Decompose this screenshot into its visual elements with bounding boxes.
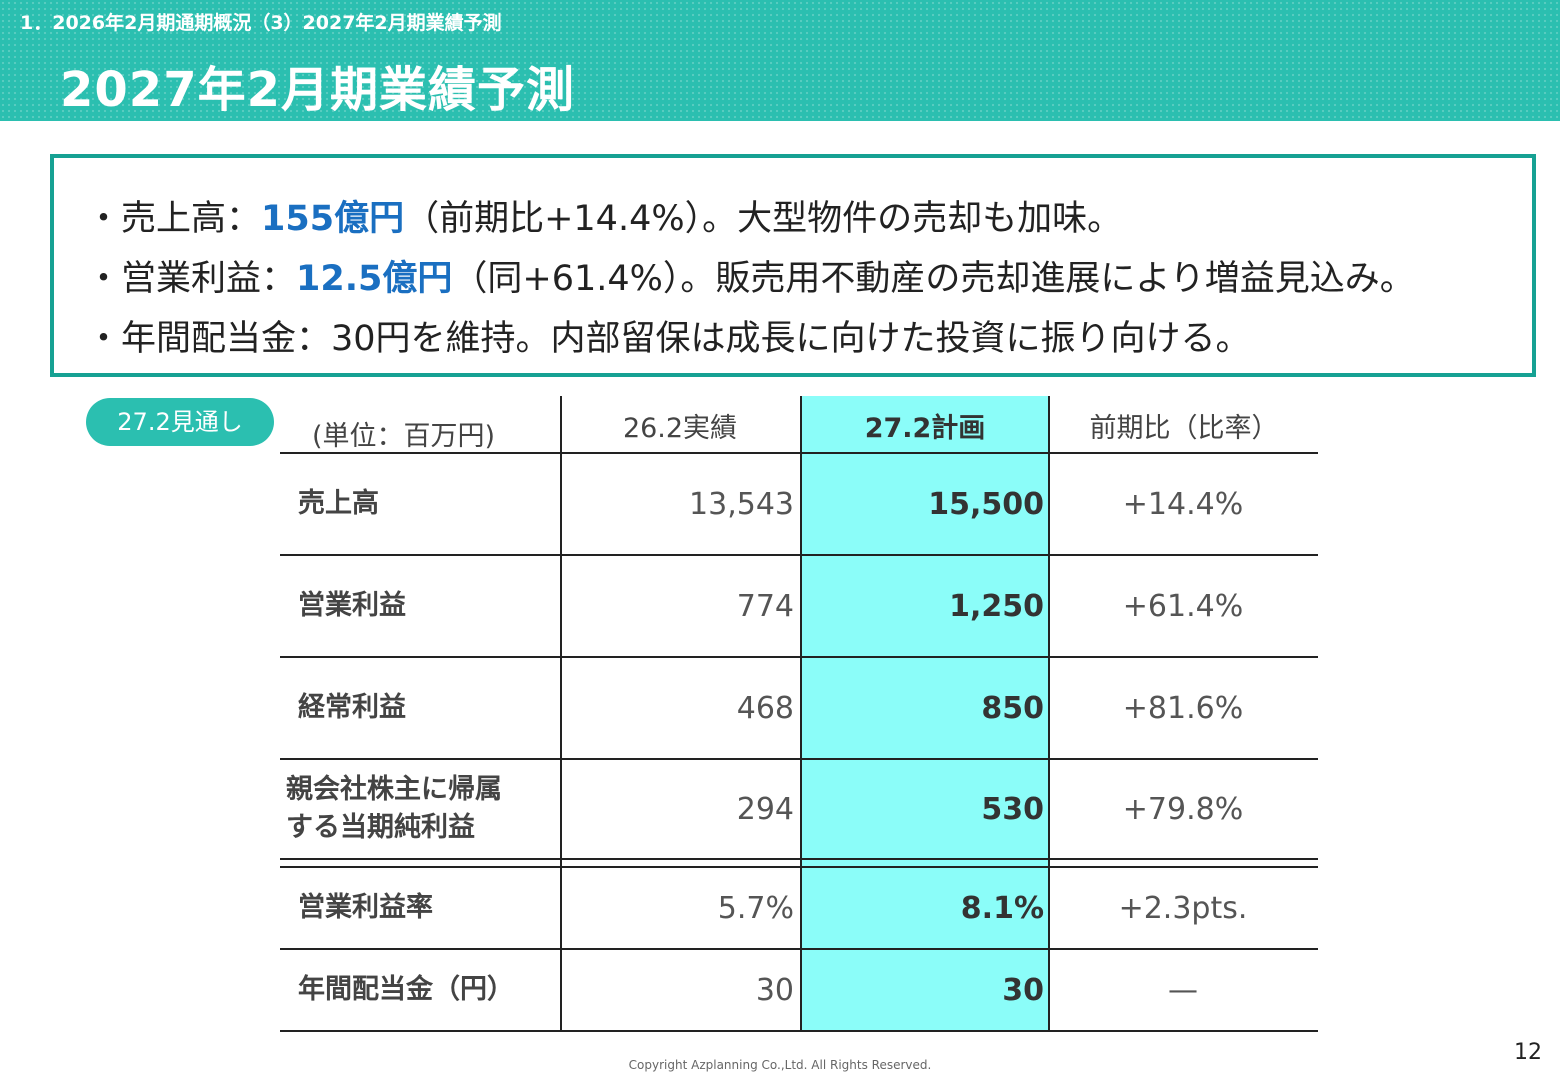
summary-op-highlight: 12.5億円: [296, 259, 453, 299]
row-divider: [280, 554, 1318, 556]
row-actual-dividend: 30: [755, 972, 794, 1008]
row-label-sales: 売上高: [298, 488, 379, 519]
summary-box: ・売上高：155億円（前期比+14.4%）。大型物件の売却も加味。 ・営業利益：…: [50, 154, 1536, 377]
row-plan-dividend: 30: [1002, 972, 1044, 1008]
row-divider: [280, 452, 1318, 454]
copyright: Copyright Azplanning Co.,Ltd. All Rights…: [628, 1058, 932, 1072]
outlook-badge: 27.2見通し: [86, 398, 274, 446]
row-yoy-sales: +14.4%: [1122, 486, 1244, 522]
page-number: 12: [1514, 1040, 1542, 1065]
summary-sales-suffix: （前期比+14.4%）。大型物件の売却も加味。: [404, 199, 1123, 239]
row-label-operating-margin: 営業利益率: [298, 892, 433, 923]
row-yoy-ordinary-profit: +81.6%: [1122, 690, 1244, 726]
column-divider: [1048, 396, 1050, 1032]
header-unit: (単位：百万円): [312, 420, 496, 452]
summary-line-operating-profit: ・営業利益：12.5億円（同+61.4%）。販売用不動産の売却進展により増益見込…: [86, 250, 1415, 301]
row-label-net-income: 親会社株主に帰属 する当期純利益: [286, 760, 558, 858]
breadcrumb: 1．2026年2月期通期概況（3）2027年2月期業績予測: [20, 12, 502, 34]
forecast-table: (単位：百万円) 26.2実績 27.2計画 前期比（比率） 売上高 13,54…: [280, 396, 1318, 1036]
summary-op-suffix: （同+61.4%）。販売用不動産の売却進展により増益見込み。: [452, 259, 1415, 299]
page-title: 2027年2月期業績予測: [60, 62, 575, 118]
row-actual-operating-profit: 774: [736, 588, 794, 624]
column-divider: [560, 396, 562, 1032]
row-actual-ordinary-profit: 468: [736, 690, 794, 726]
row-divider: [280, 758, 1318, 760]
row-yoy-net-income: +79.8%: [1122, 791, 1244, 827]
header-actual: 26.2実績: [622, 412, 738, 444]
column-divider: [800, 396, 802, 1032]
row-divider: [280, 858, 1318, 860]
header-yoy: 前期比（比率）: [1089, 412, 1279, 444]
row-actual-net-income: 294: [736, 791, 794, 827]
row-label-net-income-line1: 親会社株主に帰属: [286, 774, 502, 805]
summary-line-sales: ・売上高：155億円（前期比+14.4%）。大型物件の売却も加味。: [86, 190, 1122, 241]
row-yoy-dividend: —: [1168, 972, 1198, 1008]
summary-line-dividend: ・年間配当金：30円を維持。内部留保は成長に向けた投資に振り向ける。: [86, 319, 1251, 359]
row-label-net-income-line2: する当期純利益: [286, 812, 475, 843]
row-plan-net-income: 530: [981, 791, 1044, 827]
row-label-dividend: 年間配当金（円）: [298, 974, 514, 1005]
row-divider: [280, 656, 1318, 658]
row-plan-ordinary-profit: 850: [981, 690, 1044, 726]
header-banner: 1．2026年2月期通期概況（3）2027年2月期業績予測 2027年2月期業績…: [0, 0, 1560, 121]
row-actual-sales: 13,543: [689, 486, 794, 522]
summary-sales-prefix: ・売上高：: [86, 199, 262, 239]
row-yoy-operating-profit: +61.4%: [1122, 588, 1244, 624]
row-divider: [280, 1030, 1318, 1032]
row-yoy-operating-margin: +2.3pts.: [1118, 890, 1248, 926]
row-label-operating-profit: 営業利益: [298, 590, 406, 621]
plan-column-highlight: [802, 396, 1050, 1032]
row-divider: [280, 866, 1318, 868]
row-plan-sales: 15,500: [928, 486, 1044, 522]
summary-op-prefix: ・営業利益：: [86, 259, 297, 299]
row-plan-operating-margin: 8.1%: [960, 890, 1044, 926]
summary-sales-highlight: 155億円: [261, 199, 405, 239]
row-plan-operating-profit: 1,250: [949, 588, 1044, 624]
row-label-ordinary-profit: 経常利益: [298, 692, 406, 723]
row-actual-operating-margin: 5.7%: [717, 890, 794, 926]
row-divider: [280, 948, 1318, 950]
header-plan: 27.2計画: [864, 412, 986, 444]
